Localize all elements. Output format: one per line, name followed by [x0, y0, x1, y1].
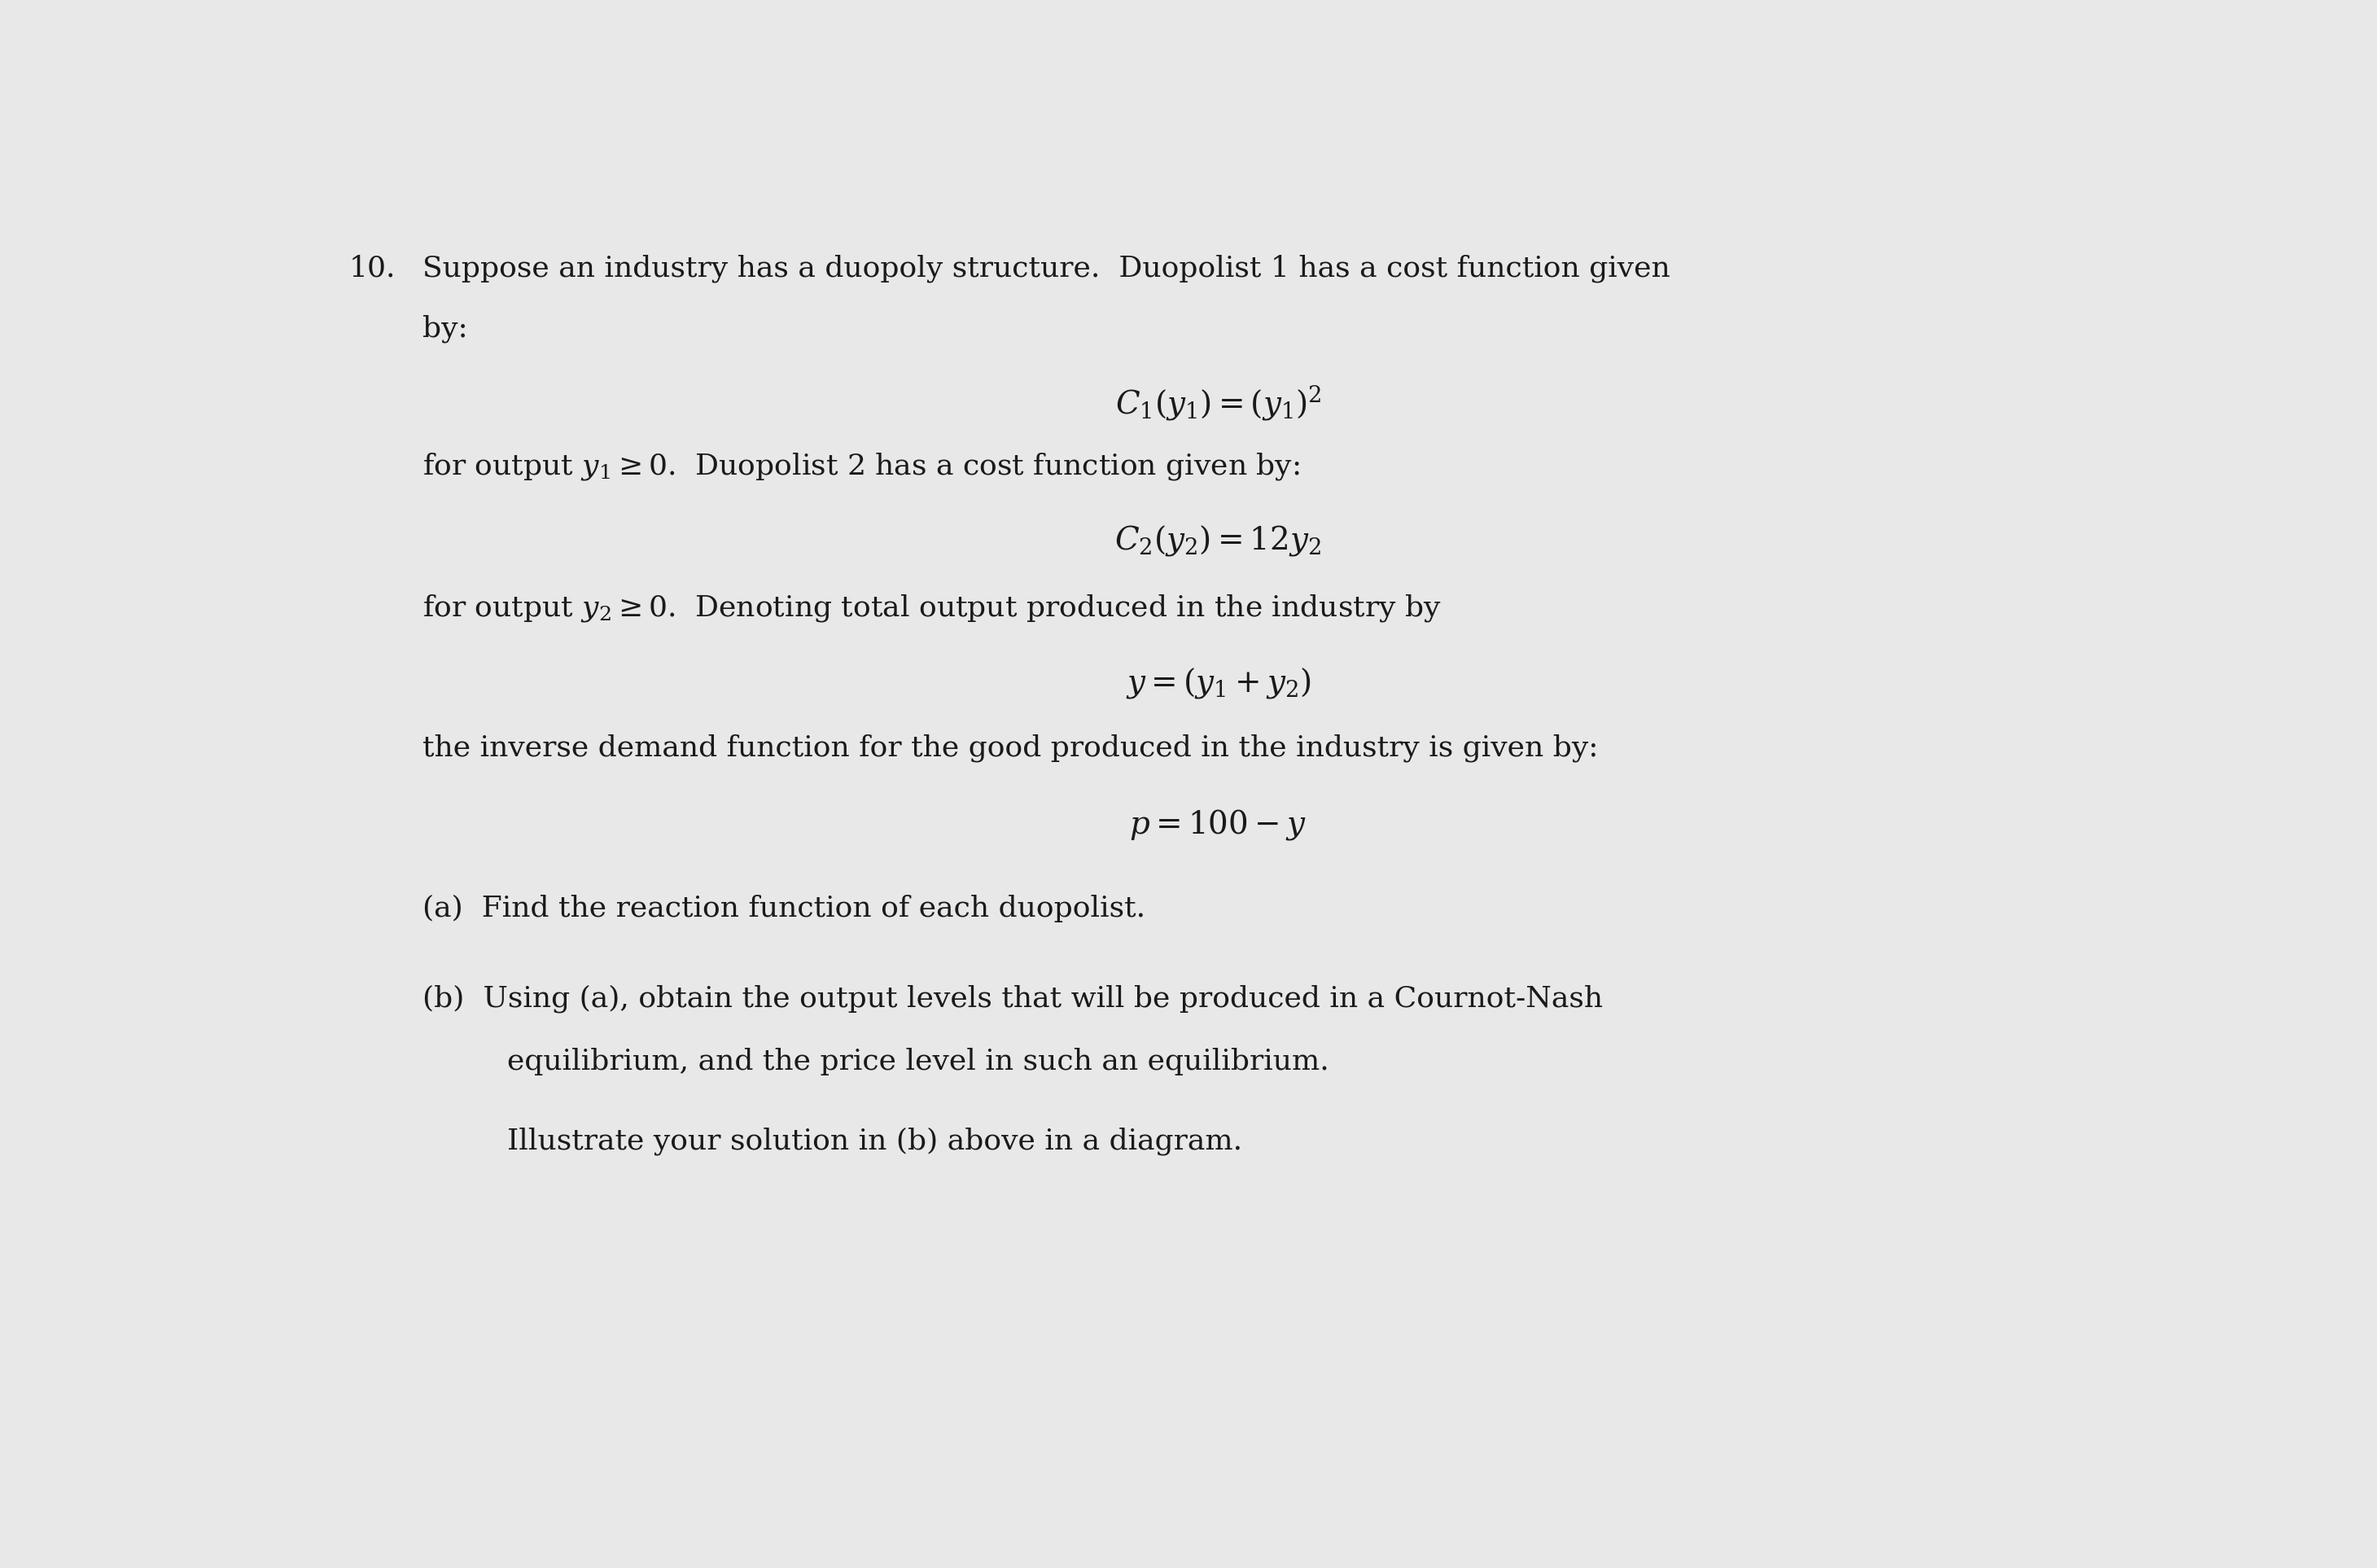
Text: (a)  Find the reaction function of each duopolist.: (a) Find the reaction function of each d… — [423, 894, 1146, 922]
Text: $C_1(y_1) = (y_1)^2$: $C_1(y_1) = (y_1)^2$ — [1115, 384, 1322, 422]
Text: by:: by: — [423, 315, 468, 343]
Text: $C_2(y_2) = 12y_2$: $C_2(y_2) = 12y_2$ — [1115, 524, 1322, 558]
Text: (b)  Using (a), obtain the output levels that will be produced in a Cournot-Nash: (b) Using (a), obtain the output levels … — [423, 985, 1602, 1013]
Text: for output $y_1 \geq 0$.  Duopolist 2 has a cost function given by:: for output $y_1 \geq 0$. Duopolist 2 has… — [423, 452, 1300, 483]
Text: $p = 100 - y$: $p = 100 - y$ — [1129, 808, 1307, 842]
Text: Suppose an industry has a duopoly structure.  Duopolist 1 has a cost function gi: Suppose an industry has a duopoly struct… — [423, 254, 1671, 282]
Text: Illustrate your solution in (b) above in a diagram.: Illustrate your solution in (b) above in… — [506, 1127, 1243, 1156]
Text: the inverse demand function for the good produced in the industry is given by:: the inverse demand function for the good… — [423, 734, 1597, 762]
Text: for output $y_2 \geq 0$.  Denoting total output produced in the industry by: for output $y_2 \geq 0$. Denoting total … — [423, 593, 1440, 624]
Text: 10.: 10. — [349, 254, 395, 282]
Text: equilibrium, and the price level in such an equilibrium.: equilibrium, and the price level in such… — [506, 1047, 1329, 1076]
Text: $y = (y_1 + y_2)$: $y = (y_1 + y_2)$ — [1124, 666, 1312, 701]
